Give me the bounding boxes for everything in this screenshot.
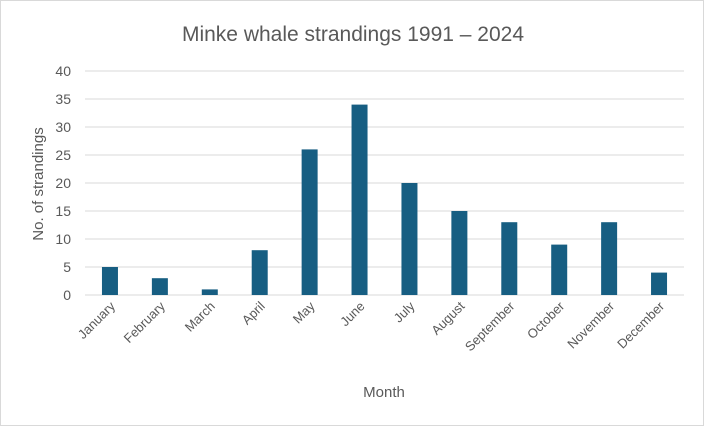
x-tick-label: January bbox=[75, 298, 119, 342]
x-tick-label: May bbox=[290, 298, 318, 326]
bar-february bbox=[151, 278, 168, 295]
x-tick-label: June bbox=[337, 299, 368, 330]
x-tick-label: August bbox=[428, 298, 467, 337]
x-tick-label: March bbox=[182, 299, 218, 335]
x-tick-label: July bbox=[391, 298, 418, 325]
bar-june bbox=[351, 104, 368, 295]
y-tick-label: 10 bbox=[55, 231, 71, 247]
bar-november bbox=[601, 222, 618, 295]
y-tick-label: 25 bbox=[55, 147, 71, 163]
y-tick-label: 15 bbox=[55, 203, 71, 219]
x-axis-label: Month bbox=[363, 384, 405, 401]
x-tick-label: February bbox=[121, 298, 169, 346]
y-tick-label: 40 bbox=[55, 63, 71, 79]
y-tick-label: 5 bbox=[63, 259, 71, 275]
chart-title: Minke whale strandings 1991 – 2024 bbox=[182, 23, 524, 46]
bar-october bbox=[551, 244, 568, 295]
y-tick-label: 0 bbox=[63, 287, 71, 303]
bar-september bbox=[501, 222, 518, 295]
bar-march bbox=[201, 289, 218, 295]
x-tick-label: April bbox=[239, 298, 268, 327]
x-tick-label: September bbox=[462, 298, 518, 354]
x-tick-label: November bbox=[564, 298, 617, 351]
bar-april bbox=[251, 250, 268, 295]
bar-august bbox=[451, 211, 468, 295]
bar-july bbox=[401, 183, 418, 295]
bar-january bbox=[101, 267, 118, 295]
y-axis-label: No. of strandings bbox=[30, 127, 47, 240]
x-tick-label: October bbox=[524, 298, 568, 342]
bar-may bbox=[301, 149, 318, 295]
y-tick-label: 30 bbox=[55, 119, 71, 135]
bar-december bbox=[651, 272, 668, 295]
x-tick-label: December bbox=[614, 298, 667, 351]
y-tick-label: 35 bbox=[55, 91, 71, 107]
y-tick-label: 20 bbox=[55, 175, 71, 191]
